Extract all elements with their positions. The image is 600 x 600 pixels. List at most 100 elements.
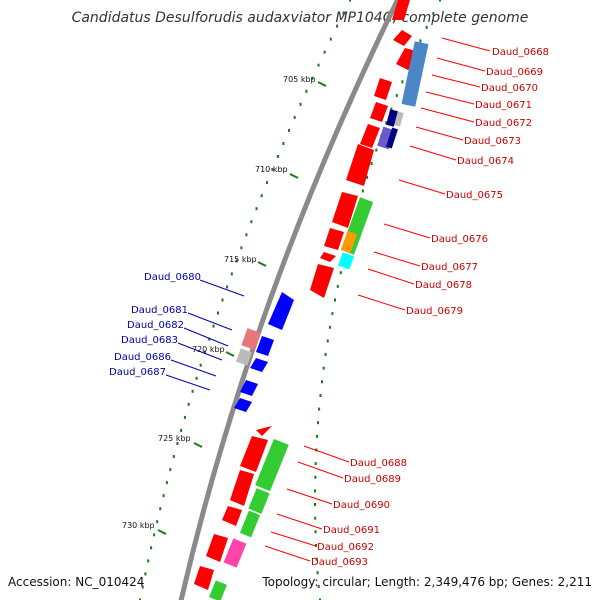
accession-text: Accession: NC_010424 (8, 575, 144, 589)
guide-dot (425, 25, 428, 29)
gene-0670[interactable] (401, 41, 429, 107)
guide-dot (187, 402, 190, 406)
gene-0679[interactable] (310, 264, 334, 298)
forward-strand-genes (194, 0, 429, 600)
guide-dot (322, 366, 325, 370)
gene-0668[interactable] (393, 30, 412, 46)
leader-0679 (357, 294, 406, 311)
gene-0671b[interactable] (370, 102, 388, 122)
leader-0690 (286, 488, 333, 505)
gene-label-0682[interactable]: Daud_0682 (127, 320, 184, 331)
gene-label-0676[interactable]: Daud_0676 (431, 234, 488, 245)
gene-label-0670[interactable]: Daud_0670 (481, 83, 538, 94)
gene-label-0678[interactable]: Daud_0678 (415, 280, 472, 291)
gene-label-0680[interactable]: Daud_0680 (144, 272, 201, 283)
forward-labels: Daud_0668 Daud_0669 Daud_0670 Daud_0671 … (311, 47, 549, 568)
gene-0671[interactable] (374, 78, 392, 100)
leader-0686 (170, 359, 217, 377)
gene-0673[interactable] (360, 124, 380, 148)
guide-dot (439, 0, 441, 2)
gene-label-0686[interactable]: Daud_0686 (114, 352, 171, 363)
kbp-tick (225, 351, 235, 357)
guide-dot (395, 94, 398, 97)
guide-dot (305, 89, 308, 93)
gene-label-0689[interactable]: Daud_0689 (344, 474, 401, 485)
guide-dot (141, 585, 144, 589)
gene-label-0673[interactable]: Daud_0673 (464, 136, 521, 147)
guide-dot (329, 37, 332, 41)
guide-dot (324, 353, 327, 356)
guide-dot (316, 571, 319, 575)
gene-label-0692[interactable]: Daud_0692 (317, 542, 374, 553)
gene-0672b[interactable] (394, 111, 404, 127)
guide-dot (156, 520, 159, 524)
guide-dot (326, 339, 329, 343)
leader-0688 (303, 445, 350, 463)
gene-0677-orange[interactable] (340, 230, 358, 254)
gene-0691[interactable] (222, 506, 242, 526)
gene-0690-green[interactable] (248, 488, 270, 514)
guide-dot (314, 516, 317, 520)
gene-0690[interactable] (230, 470, 254, 506)
kbp-label: 715 kbp (224, 255, 257, 264)
guide-dot (319, 598, 321, 600)
gene-label-0677[interactable]: Daud_0677 (421, 262, 478, 273)
gene-0677[interactable] (324, 228, 344, 250)
gene-0683[interactable] (235, 348, 253, 366)
gene-0678-cyan[interactable] (337, 252, 355, 270)
gene-0668b[interactable] (392, 0, 410, 20)
gene-label-0675[interactable]: Daud_0675 (446, 190, 503, 201)
guide-dot (314, 530, 317, 534)
guide-dot (293, 115, 296, 119)
gene-label-0693[interactable]: Daud_0693 (311, 557, 368, 568)
gene-label-0672[interactable]: Daud_0672 (475, 118, 532, 129)
forward-leader-lines (264, 37, 491, 562)
guide-dot (370, 162, 373, 166)
guide-dot (314, 475, 317, 479)
gene-label-0687[interactable]: Daud_0687 (109, 367, 166, 378)
gene-0694[interactable] (194, 566, 214, 590)
leader-0673 (415, 126, 464, 141)
guide-dot (366, 175, 369, 179)
gene-0674b[interactable] (386, 127, 398, 149)
gene-label-0681[interactable]: Daud_0681 (131, 305, 188, 316)
gene-0676[interactable] (332, 192, 358, 228)
leader-0691 (276, 513, 323, 530)
guide-dot (260, 194, 263, 198)
gene-label-0679[interactable]: Daud_0679 (406, 306, 463, 317)
gene-0692[interactable] (206, 534, 228, 562)
gene-0688b[interactable] (240, 436, 268, 472)
guide-dot (169, 468, 172, 472)
gene-label-0683[interactable]: Daud_0683 (121, 335, 178, 346)
gene-label-0688[interactable]: Daud_0688 (350, 458, 407, 469)
leader-0676 (383, 223, 431, 239)
guide-dot (203, 350, 206, 354)
reverse-strand-genes (234, 292, 294, 412)
gene-label-0668[interactable]: Daud_0668 (492, 47, 549, 58)
gene-0691-green[interactable] (239, 510, 261, 538)
gene-label-0669[interactable]: Daud_0669 (486, 67, 543, 78)
gene-0680[interactable] (268, 292, 294, 330)
guide-dot (282, 142, 285, 145)
guide-dot (235, 259, 238, 263)
gene-0686[interactable] (240, 380, 258, 396)
gene-0678[interactable] (320, 252, 336, 262)
gene-0684[interactable] (250, 358, 268, 372)
reverse-labels: Daud_0680 Daud_0681 Daud_0682 Daud_0683 … (109, 272, 201, 378)
gene-0689[interactable] (255, 438, 289, 492)
gene-label-0671[interactable]: Daud_0671 (475, 100, 532, 111)
gene-0682[interactable] (256, 336, 274, 356)
gene-label-0690[interactable]: Daud_0690 (333, 500, 390, 511)
gene-0688[interactable] (256, 426, 272, 436)
guide-dot (147, 559, 150, 563)
gene-0672[interactable] (386, 109, 398, 127)
gene-0681[interactable] (241, 328, 261, 350)
guide-dot (159, 507, 162, 511)
gene-0695[interactable] (209, 580, 227, 600)
gene-0687[interactable] (234, 398, 252, 412)
guide-dot (299, 102, 302, 106)
gene-label-0691[interactable]: Daud_0691 (323, 525, 380, 536)
gene-0693[interactable] (223, 538, 247, 568)
gene-0675[interactable] (346, 144, 374, 186)
gene-label-0674[interactable]: Daud_0674 (457, 156, 514, 167)
